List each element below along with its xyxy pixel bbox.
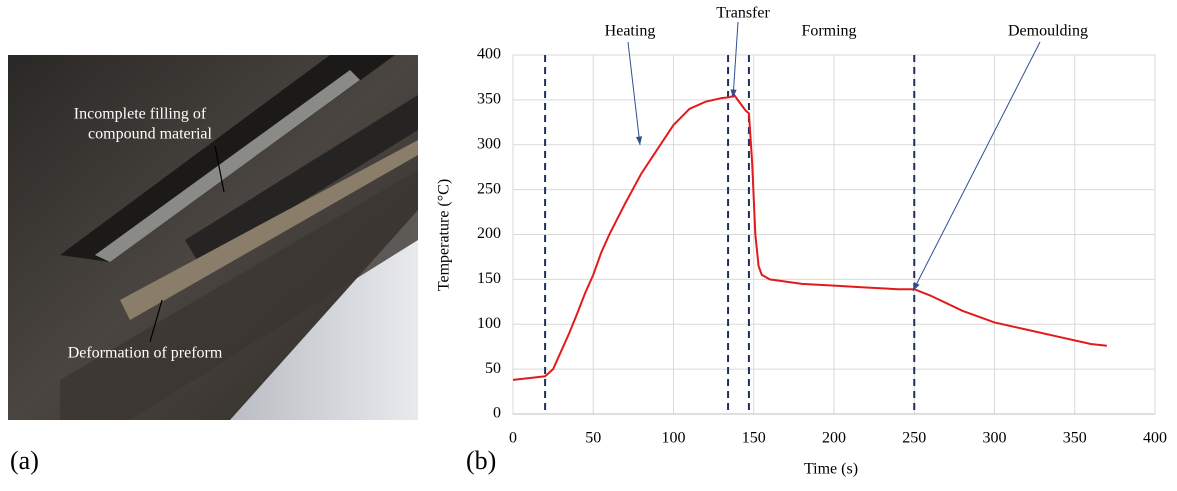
annotation: Demoulding	[1008, 23, 1088, 40]
y-tick-label: 350	[477, 91, 501, 108]
arrow-head	[730, 89, 737, 98]
arrow-head	[913, 282, 920, 291]
annotation: Heating	[605, 23, 656, 40]
photo-arrow	[149, 299, 163, 343]
photo-arrow	[214, 145, 225, 193]
photo-compound	[185, 95, 418, 265]
y-tick-label: 200	[477, 225, 501, 242]
x-tick-label: 0	[509, 430, 517, 447]
photo-annotation: Deformation of preform	[68, 345, 223, 362]
y-tick-label: 300	[477, 135, 501, 152]
x-tick-label: 300	[983, 430, 1007, 447]
x-axis-label: Time (s)	[804, 461, 858, 478]
photo-plate	[60, 170, 418, 420]
y-tick-label: 0	[493, 405, 501, 422]
y-tick-label: 150	[477, 270, 501, 287]
x-tick-label: 250	[902, 430, 926, 447]
x-tick-label: 150	[742, 430, 766, 447]
x-tick-label: 400	[1143, 430, 1167, 447]
y-tick-label: 50	[485, 360, 501, 377]
x-tick-label: 100	[662, 430, 686, 447]
panel-label: (a)	[10, 446, 39, 475]
annotation: Forming	[801, 23, 856, 40]
data-line	[512, 94, 1107, 381]
photo-annotation: compound material	[88, 126, 213, 143]
photo-blade-edge	[95, 70, 360, 262]
photo-preform	[120, 140, 418, 320]
y-tick-label: 250	[477, 180, 501, 197]
x-tick-label: 200	[822, 430, 846, 447]
y-tick-label: 100	[477, 315, 501, 332]
panel-label: (b)	[466, 446, 496, 475]
y-tick-label: 400	[477, 46, 501, 63]
arrow-head	[635, 136, 643, 145]
annotation-arrow	[912, 41, 1041, 292]
annotation-arrow	[732, 21, 739, 99]
photo: Incomplete filling of compound material …	[8, 55, 418, 420]
annotation: Transfer	[716, 5, 770, 22]
plot: 0 50 100 150 200 250 300 350 400 0 50 100 150 200 250 3…	[477, 5, 1167, 447]
x-tick-label: 50	[585, 430, 601, 447]
annotation-arrow	[627, 41, 641, 146]
x-tick-label: 350	[1063, 430, 1087, 447]
photo-annotation: Incomplete filling of	[74, 106, 207, 123]
y-axis-label: Temperature (°C)	[436, 179, 453, 291]
